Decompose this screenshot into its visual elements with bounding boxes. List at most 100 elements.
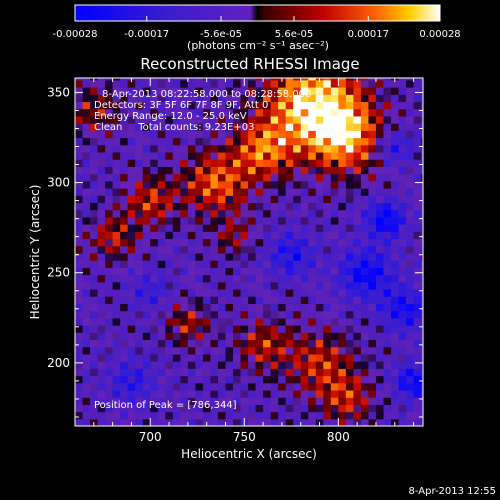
heatmap-cell: [406, 404, 415, 413]
heatmap-cell: [240, 332, 249, 341]
heatmap-cell: [105, 216, 114, 225]
heatmap-cell: [315, 252, 324, 261]
heatmap-cell: [165, 115, 174, 124]
heatmap-cell: [345, 389, 354, 398]
heatmap-cell: [217, 144, 227, 153]
heatmap-cell: [255, 87, 264, 95]
heatmap-cell: [112, 325, 121, 333]
heatmap-cell: [75, 173, 84, 182]
heatmap-cell: [413, 231, 422, 240]
heatmap-cell: [97, 166, 106, 175]
heatmap-cell: [142, 78, 151, 81]
heatmap-cell: [97, 94, 106, 103]
heatmap-cell: [391, 303, 400, 312]
annotation-detectors: Detectors: 3F 5F 6F 7F 8F 9F, Att 0: [94, 100, 268, 111]
heatmap-cell: [187, 296, 196, 304]
heatmap-cell: [142, 79, 151, 88]
heatmap-cell: [330, 115, 339, 124]
heatmap-cell: [135, 245, 144, 254]
heatmap-cell: [97, 281, 106, 290]
heatmap-cell: [345, 339, 354, 348]
heatmap-cell: [398, 353, 407, 362]
heatmap-cell: [82, 325, 91, 333]
heatmap-cell: [90, 238, 99, 247]
heatmap-cell: [278, 137, 287, 146]
heatmap-cell: [82, 267, 91, 276]
heatmap-cell: [315, 375, 324, 384]
heatmap-cell: [165, 180, 174, 189]
heatmap-cell: [195, 159, 204, 167]
heatmap-cell: [391, 411, 400, 420]
heatmap-cell: [157, 346, 166, 355]
heatmap-cell: [135, 296, 144, 304]
heatmap-cell: [323, 108, 332, 117]
heatmap-cell: [75, 123, 84, 131]
heatmap-cell: [278, 123, 287, 131]
heatmap-cell: [375, 368, 385, 377]
heatmap-cell: [398, 115, 407, 124]
heatmap-cell: [300, 418, 309, 426]
heatmap-cell: [97, 187, 106, 196]
heatmap-cell: [75, 288, 84, 297]
heatmap-cell: [225, 382, 234, 391]
heatmap-cell: [75, 231, 84, 240]
heatmap-cell: [210, 245, 219, 254]
heatmap-cell: [202, 101, 212, 110]
heatmap-cell: [338, 368, 347, 377]
heatmap-cell: [180, 368, 189, 377]
heatmap-cell: [120, 389, 129, 398]
heatmap-cell: [97, 274, 106, 283]
heatmap-cell: [285, 224, 294, 232]
heatmap-cell: [368, 231, 377, 240]
heatmap-cell: [240, 389, 249, 398]
heatmap-cell: [97, 79, 106, 88]
heatmap-cell: [383, 202, 392, 211]
heatmap-cell: [195, 245, 204, 254]
heatmap-cell: [157, 375, 166, 384]
heatmap-cell: [248, 346, 257, 355]
heatmap-cell: [157, 173, 166, 182]
heatmap-cell: [240, 209, 249, 218]
heatmap-cell: [255, 274, 264, 283]
heatmap-cell: [180, 346, 189, 355]
heatmap-cell: [202, 303, 212, 312]
heatmap-cell: [172, 224, 181, 232]
heatmap-cell: [105, 245, 114, 254]
heatmap-cell: [210, 173, 219, 182]
heatmap-cell: [345, 123, 354, 131]
heatmap-cell: [263, 195, 272, 204]
heatmap-cell: [172, 325, 181, 333]
heatmap-cell: [323, 180, 332, 189]
heatmap-cell: [413, 187, 422, 196]
heatmap-cell: [112, 404, 121, 413]
heatmap-cell: [421, 187, 423, 196]
heatmap-cell: [82, 418, 91, 426]
heatmap-cell: [360, 375, 370, 384]
heatmap-cell: [338, 267, 347, 276]
heatmap-cell: [330, 224, 339, 232]
heatmap-cell: [112, 260, 121, 268]
heatmap-cell: [97, 87, 106, 95]
heatmap-cell: [398, 332, 407, 341]
heatmap-cell: [383, 245, 392, 254]
heatmap-cell: [180, 94, 189, 103]
heatmap-cell: [142, 361, 151, 369]
heatmap-cell: [330, 317, 339, 326]
heatmap-cell: [112, 173, 121, 182]
heatmap-cell: [248, 339, 257, 348]
heatmap-cell: [165, 130, 174, 139]
heatmap-cell: [330, 368, 339, 377]
heatmap-cell: [217, 411, 227, 420]
heatmap-cell: [142, 202, 151, 211]
heatmap-cell: [285, 325, 294, 333]
heatmap-cell: [142, 245, 151, 254]
heatmap-cell: [82, 397, 91, 405]
heatmap-cell: [233, 180, 242, 189]
heatmap-cell: [165, 288, 174, 297]
heatmap-cell: [406, 101, 415, 110]
heatmap-cell: [421, 353, 423, 362]
heatmap-cell: [202, 195, 212, 204]
heatmap-cell: [360, 411, 370, 420]
heatmap-cell: [233, 173, 242, 182]
